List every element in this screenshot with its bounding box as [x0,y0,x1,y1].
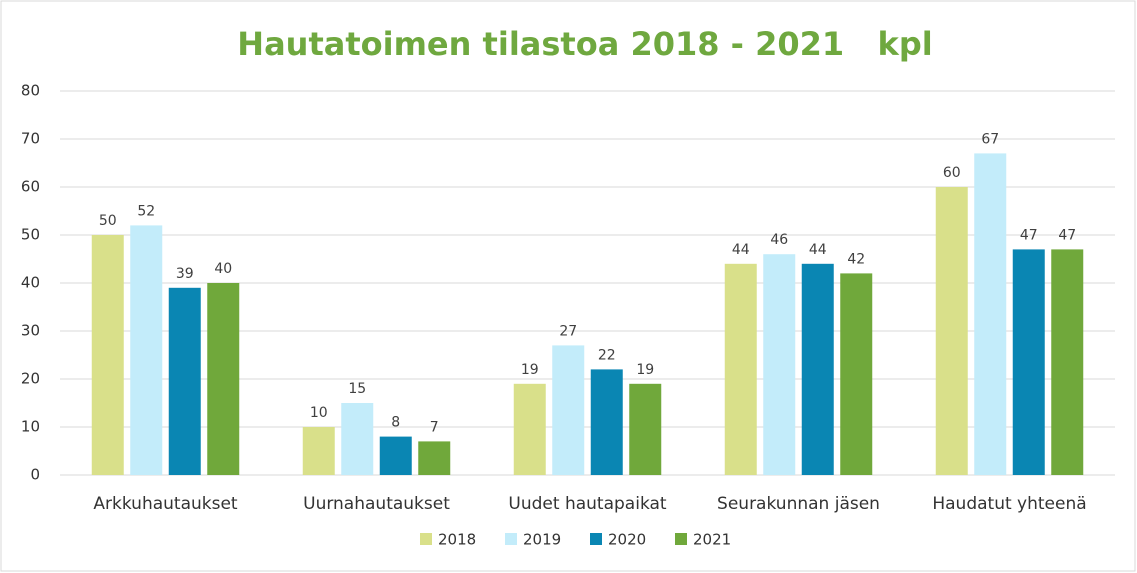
value-label: 52 [137,203,155,219]
value-label: 8 [391,415,400,431]
y-tick-label: 0 [30,466,40,484]
value-label: 44 [732,242,750,258]
value-label: 46 [770,232,788,248]
bar [552,345,585,475]
legend-label: 2021 [693,531,731,549]
legend-label: 2020 [608,531,646,549]
y-tick-label: 20 [21,370,40,388]
value-label: 15 [348,381,366,397]
bar [302,427,335,475]
y-tick-label: 50 [21,226,40,244]
value-label: 42 [847,251,865,267]
bar [935,187,968,475]
bar [1051,249,1084,475]
value-label: 47 [1058,227,1076,243]
x-tick-label: Arkkuhautaukset [93,494,238,514]
y-tick-label: 70 [21,130,40,148]
bar [130,225,163,475]
y-tick-label: 60 [21,178,40,196]
y-tick-label: 10 [21,418,40,436]
x-tick-label: Seurakunnan jäsen [717,494,880,514]
bar [724,263,757,475]
bar [590,369,623,475]
legend-swatch [420,533,432,545]
value-label: 27 [559,323,577,339]
legend-label: 2019 [523,531,561,549]
x-tick-label: Haudatut yhteenä [932,494,1086,514]
bar [840,273,873,475]
bar [418,441,451,475]
bar [379,436,412,475]
bar [763,254,796,475]
value-label: 47 [1020,227,1038,243]
value-label: 44 [809,242,827,258]
legend-label: 2018 [438,531,476,549]
bar [629,383,662,475]
value-label: 39 [176,266,194,282]
x-tick-label: Uudet hautapaikat [508,494,666,514]
value-label: 19 [521,362,539,378]
value-label: 7 [430,419,439,435]
value-label: 60 [943,165,961,181]
value-label: 67 [981,131,999,147]
legend-swatch [590,533,602,545]
bar [341,403,374,475]
value-label: 50 [99,213,117,229]
bar [974,153,1007,475]
value-label: 40 [214,261,232,277]
value-label: 10 [310,405,328,421]
chart-title: Hautatoimen tilastoa 2018 - 2021 kpl [237,25,932,63]
legend-swatch [675,533,687,545]
y-tick-label: 80 [21,82,40,100]
bar [1012,249,1045,475]
bar [91,235,124,475]
y-tick-label: 40 [21,274,40,292]
value-label: 19 [636,362,654,378]
bar [168,287,201,475]
bar [801,263,834,475]
bar [513,383,546,475]
y-tick-label: 30 [21,322,40,340]
value-label: 22 [598,347,616,363]
legend-swatch [505,533,517,545]
bar [207,283,240,475]
x-tick-label: Uurnahautaukset [303,494,450,514]
